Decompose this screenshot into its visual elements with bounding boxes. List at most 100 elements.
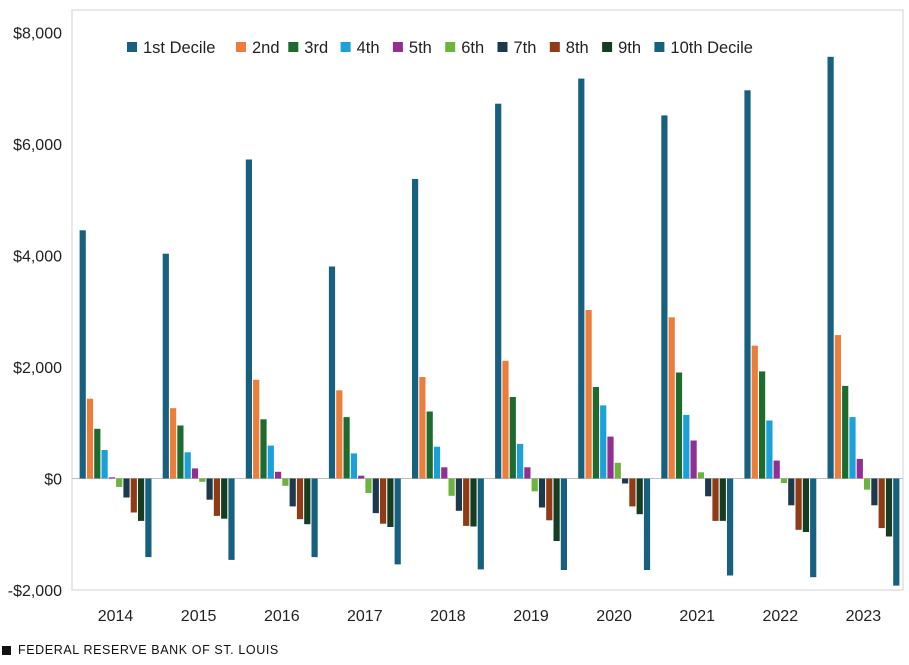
bar (94, 428, 101, 479)
bar (282, 478, 289, 486)
bar (221, 478, 228, 519)
bar (387, 478, 394, 527)
bar (470, 478, 477, 527)
bar (245, 159, 252, 479)
bar (560, 478, 567, 570)
legend-swatch (236, 42, 246, 52)
bar (517, 443, 524, 479)
bar (885, 478, 893, 537)
bar (600, 405, 607, 479)
bar (697, 472, 704, 479)
bar (336, 390, 343, 479)
bar (304, 478, 311, 525)
bar (343, 417, 350, 479)
bar (578, 78, 585, 479)
bar (170, 408, 177, 479)
bar (690, 440, 697, 479)
y-tick-label: -$2,000 (8, 583, 62, 600)
bar (827, 56, 834, 479)
bar (79, 230, 86, 479)
y-tick-label: $4,000 (13, 248, 62, 265)
bar (788, 478, 795, 506)
bar (260, 419, 267, 479)
legend-swatch (549, 42, 560, 52)
bar (810, 478, 817, 578)
bar (138, 478, 145, 521)
bar (426, 411, 433, 479)
bar (253, 379, 260, 479)
bar (101, 450, 108, 479)
legend-label: 7th (514, 39, 537, 57)
y-tick-label: $0 (44, 471, 62, 488)
bar (365, 478, 372, 493)
x-tick-label: 2014 (98, 608, 134, 625)
bar (643, 478, 651, 570)
bar (893, 478, 900, 586)
legend-label: 9th (618, 39, 641, 57)
bar (372, 478, 379, 514)
bar (661, 115, 668, 479)
bar (636, 478, 643, 515)
bar (228, 478, 235, 560)
bar (350, 453, 357, 479)
legend-label: 2nd (252, 39, 280, 57)
bar (531, 478, 538, 492)
bar (856, 458, 863, 479)
bar (849, 417, 856, 479)
legend-swatch (497, 42, 508, 52)
plot-frame (71, 9, 904, 591)
bar (191, 468, 199, 479)
footer-source-text: FEDERAL RESERVE BANK OF ST. LOUIS (18, 643, 279, 657)
y-tick-label: $8,000 (13, 25, 62, 42)
bar (86, 398, 94, 479)
bar (328, 266, 336, 479)
x-tick-label: 2023 (846, 608, 882, 625)
bar (585, 310, 592, 479)
x-tick-label: 2015 (181, 608, 217, 625)
bar (463, 478, 470, 526)
legend-swatch (288, 42, 299, 52)
bar (509, 397, 516, 479)
bar (629, 478, 636, 507)
bar (553, 478, 560, 541)
bar (311, 478, 318, 558)
bar (719, 478, 726, 521)
bar (184, 452, 191, 479)
bar (502, 360, 509, 479)
bar (213, 478, 220, 516)
legend-label: 10th Decile (670, 39, 753, 57)
bar (614, 462, 621, 479)
bar (871, 478, 878, 506)
legend-label: 3rd (304, 39, 328, 57)
bar (495, 103, 502, 479)
legend-swatch (127, 42, 137, 52)
bar (607, 436, 614, 479)
legend-swatch (392, 42, 403, 52)
legend-label: 4th (357, 39, 380, 57)
footer-source: FEDERAL RESERVE BANK OF ST. LOUIS (2, 643, 279, 657)
x-tick-label: 2019 (513, 608, 549, 625)
bar (267, 445, 274, 479)
y-tick-label: $2,000 (13, 360, 62, 377)
bar (538, 478, 546, 508)
bar (448, 478, 455, 496)
bar (275, 471, 282, 479)
bar (683, 414, 690, 479)
bar (177, 425, 184, 479)
bar (592, 387, 599, 479)
bar (675, 372, 683, 479)
bar (802, 478, 809, 532)
bar (780, 478, 788, 483)
x-tick-label: 2016 (264, 608, 300, 625)
legend-swatch (445, 42, 456, 52)
bar (358, 475, 365, 479)
legend-swatch (340, 42, 351, 52)
legend-swatch (602, 42, 613, 52)
bar (162, 253, 169, 479)
y-tick-label: $6,000 (13, 137, 62, 154)
bar (455, 478, 462, 511)
bar (878, 478, 885, 529)
bar (766, 420, 773, 479)
x-tick-label: 2018 (430, 608, 466, 625)
